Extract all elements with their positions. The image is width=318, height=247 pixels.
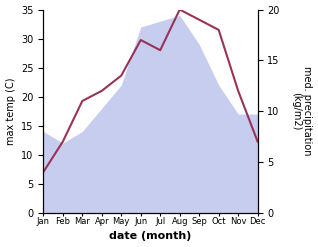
X-axis label: date (month): date (month) — [109, 231, 192, 242]
Y-axis label: med. precipitation
(kg/m2): med. precipitation (kg/m2) — [291, 66, 313, 156]
Y-axis label: max temp (C): max temp (C) — [5, 77, 16, 145]
